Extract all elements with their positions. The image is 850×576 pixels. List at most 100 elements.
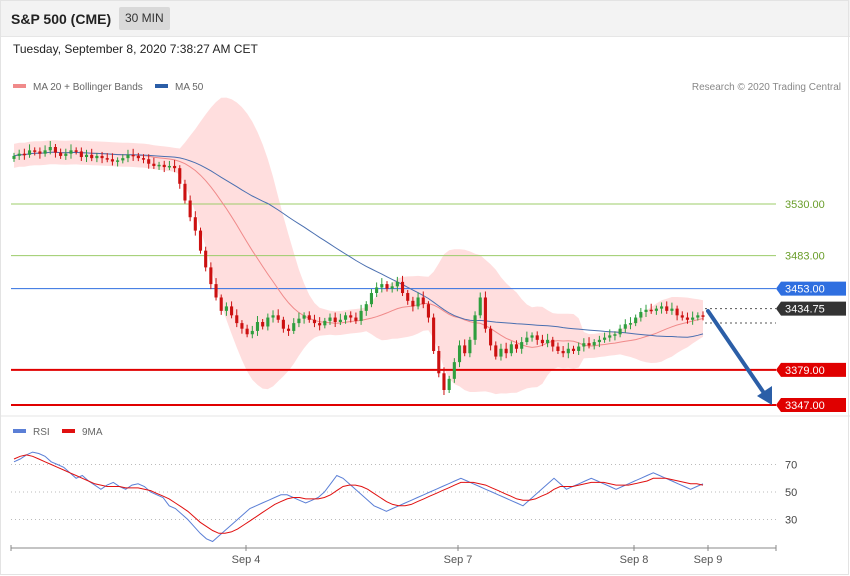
forecast-arrow [706,309,772,405]
candle-body [701,315,705,317]
ma50-legend-label: MA 50 [175,82,204,93]
candle-body [333,317,337,323]
candle-body [74,150,78,152]
candle-body [514,344,519,349]
candle-body [571,348,576,351]
candle-body [33,150,37,152]
candle-body [582,343,586,347]
candle-body [520,342,524,349]
candle-body [354,317,358,321]
candle-body [69,150,73,154]
rsi-ma9-line [13,454,704,534]
data-credit: Research © 2020 Trading Central [692,82,841,93]
candle-body [696,315,700,318]
candle-body [276,315,280,320]
candle-body [214,284,218,298]
moving-averages [13,151,704,348]
candle-body [644,309,648,312]
candle-body [597,339,601,343]
candle-body [167,165,171,168]
candle-body [489,328,493,346]
candle-body [261,322,265,327]
rsi-legend-swatch [13,429,26,433]
candle-body [623,324,627,329]
candle-body [349,315,353,318]
candle-body [204,250,208,268]
candle-body [100,155,104,159]
candle-body [147,159,151,164]
candle-body [230,306,234,316]
candle-body [240,323,244,329]
candle-body [59,152,63,156]
level-tag-label-1: 3483.00 [785,251,825,263]
candle-body [639,311,643,318]
candle-body [561,350,565,354]
candle-body [224,306,228,311]
candle-body [473,315,477,340]
level-tag-label-3: 3434.75 [785,304,825,316]
candle-body [628,323,633,325]
candle-body [665,306,669,311]
candle-body [12,155,16,159]
candle-body [535,335,539,340]
rsi-line [13,451,704,543]
candle-body [411,300,415,307]
ma20-legend-label: MA 20 + Bollinger Bands [33,82,143,93]
candle-body [287,328,291,331]
candle-body [556,346,560,351]
candle-body [540,339,544,344]
candle-body [183,183,187,201]
candle-body [691,317,695,320]
candle-body [463,345,467,354]
candle-body [105,158,109,160]
candle-body [141,158,146,160]
candle-body [157,164,161,167]
candle-body [152,163,156,166]
candle-body [457,345,462,363]
candle-body [680,315,684,318]
candle-body [271,315,275,318]
candle-body [136,155,140,159]
candle-body [530,335,534,338]
candle-body [634,317,638,324]
candle-body [90,154,94,159]
candle-body [546,339,550,344]
candle-body [447,378,451,390]
candle-body [338,319,342,323]
candle-body [328,317,332,321]
candle-body [116,160,120,162]
candle-body [390,286,394,289]
x-label-2: Sep 8 [620,554,649,566]
rsi-tick-30: 30 [785,515,797,527]
candle-body [297,318,301,324]
candle-body [312,319,317,324]
candle-body [126,154,130,159]
candle-body [406,293,410,301]
candle-body [566,348,570,354]
candle-body [110,159,114,162]
candle-body [649,309,653,312]
candle-body [38,151,42,154]
interval-button[interactable]: 30 MIN [119,7,170,30]
candle-body [188,200,192,218]
candle-body [22,153,26,156]
candle-body [292,323,296,331]
candle-body [302,315,306,319]
candle-body [587,343,591,346]
time-axis: Sep 4 Sep 7 Sep 8 Sep 9 [10,545,777,566]
price-levels [11,203,776,406]
candle-body [608,335,612,338]
candle-body [483,297,487,329]
chart-timestamp: Tuesday, September 8, 2020 7:38:27 AM CE… [13,42,258,56]
candle-body [494,345,498,357]
candle-body [281,319,285,329]
candle-body [654,308,658,311]
level-tag-label-0: 3530.00 [785,199,825,211]
candle-body [499,348,503,357]
candle-body [43,150,47,154]
ma9-legend-label: 9MA [82,427,103,438]
candle-body [95,155,99,159]
level-tag-label-4: 3379.00 [785,365,825,377]
rsi-legend-label: RSI [33,427,50,438]
candle-body [670,308,674,311]
